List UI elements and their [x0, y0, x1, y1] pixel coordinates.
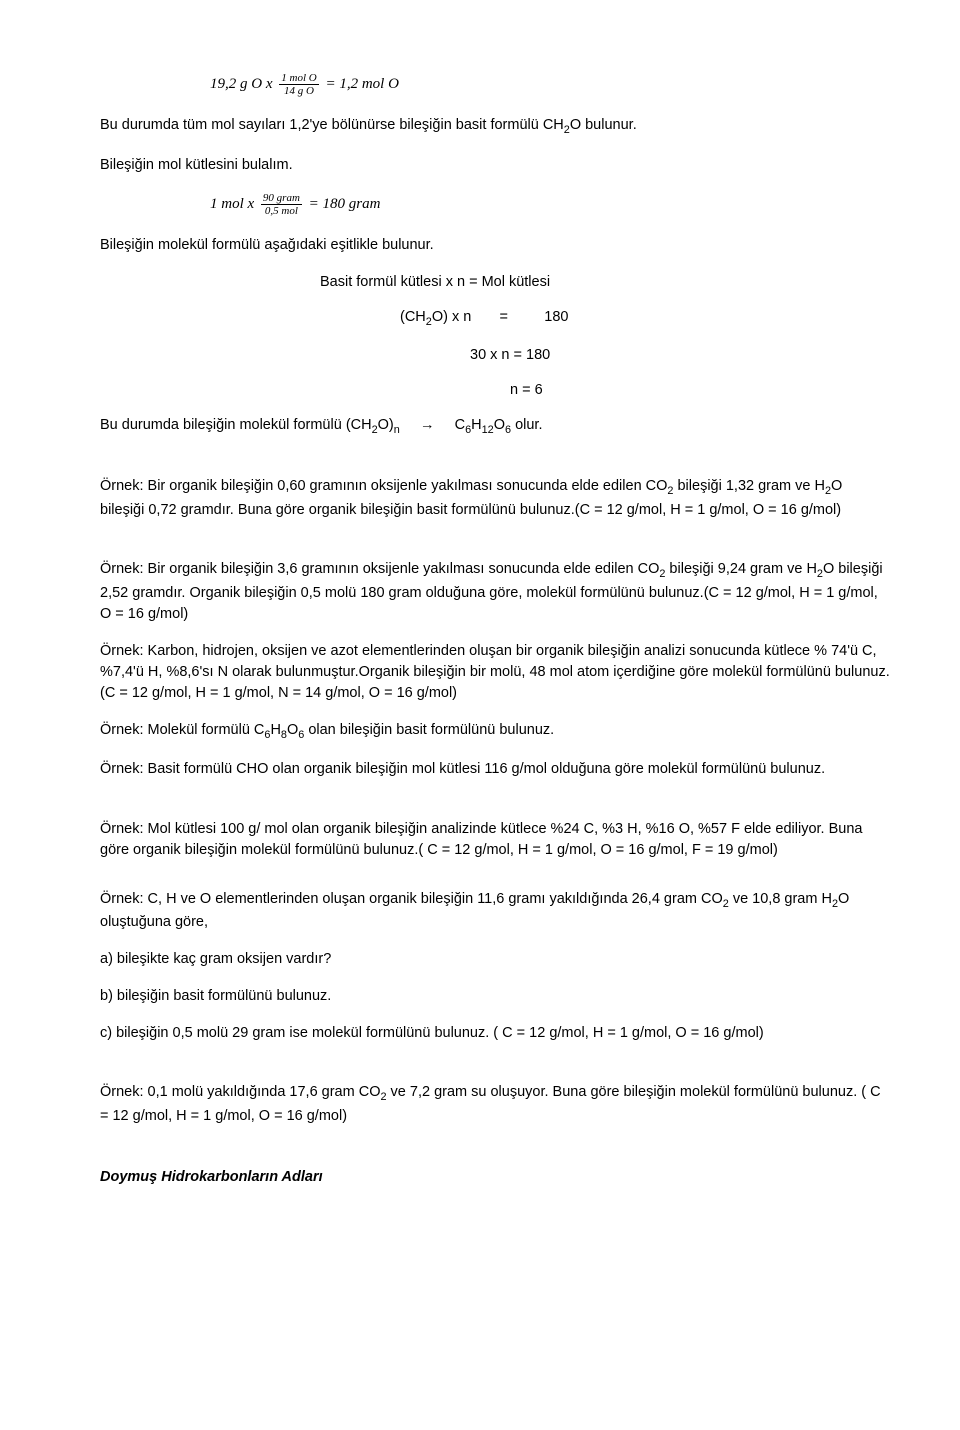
deriv-line-4: n = 6: [510, 380, 890, 401]
paragraph-2: Bileşiğin mol kütlesini bulalım.: [100, 155, 890, 176]
example-3: Örnek: Karbon, hidrojen, oksijen ve azot…: [100, 641, 890, 704]
paragraph-4: Bu durumda bileşiğin molekül formülü (CH…: [100, 415, 890, 439]
paragraph-3: Bileşiğin molekül formülü aşağıdaki eşit…: [100, 235, 890, 256]
section-heading: Doymuş Hidrokarbonların Adları: [100, 1167, 890, 1188]
deriv-line-3: 30 x n = 180: [470, 345, 890, 366]
paragraph-1: Bu durumda tüm mol sayıları 1,2'ye bölün…: [100, 115, 890, 139]
deriv-line-1: Basit formül kütlesi x n = Mol kütlesi: [320, 272, 890, 293]
example-8: Örnek: 0,1 molü yakıldığında 17,6 gram C…: [100, 1082, 890, 1127]
derivation-block: Basit formül kütlesi x n = Mol kütlesi (…: [100, 272, 890, 401]
eq1-prefix: 19,2 g O x: [210, 76, 276, 92]
eq1-suffix: = 1,2 mol O: [322, 76, 399, 92]
equation-1: 19,2 g O x 1 mol O14 g O = 1,2 mol O: [210, 72, 890, 97]
eq2-prefix: 1 mol x: [210, 196, 258, 212]
example-7: Örnek: C, H ve O elementlerinden oluşan …: [100, 889, 890, 934]
eq2-suffix: = 180 gram: [305, 196, 381, 212]
example-5: Örnek: Basit formülü CHO olan organik bi…: [100, 759, 890, 780]
question-a: a) bileşikte kaç gram oksijen vardır?: [100, 949, 890, 970]
question-b: b) bileşiğin basit formülünü bulunuz.: [100, 986, 890, 1007]
question-c: c) bileşiğin 0,5 molü 29 gram ise molekü…: [100, 1023, 890, 1044]
example-6: Örnek: Mol kütlesi 100 g/ mol olan organ…: [100, 819, 890, 861]
example-1: Örnek: Bir organik bileşiğin 0,60 gramın…: [100, 476, 890, 521]
equation-2: 1 mol x 90 gram0,5 mol = 180 gram: [210, 192, 890, 217]
deriv-line-2: (CH2O) x n = 180: [400, 307, 890, 331]
example-2: Örnek: Bir organik bileşiğin 3,6 gramını…: [100, 559, 890, 625]
example-4: Örnek: Molekül formülü C6H8O6 olan bileş…: [100, 720, 890, 744]
eq1-fraction: 1 mol O14 g O: [279, 72, 318, 97]
eq2-fraction: 90 gram0,5 mol: [261, 192, 302, 217]
